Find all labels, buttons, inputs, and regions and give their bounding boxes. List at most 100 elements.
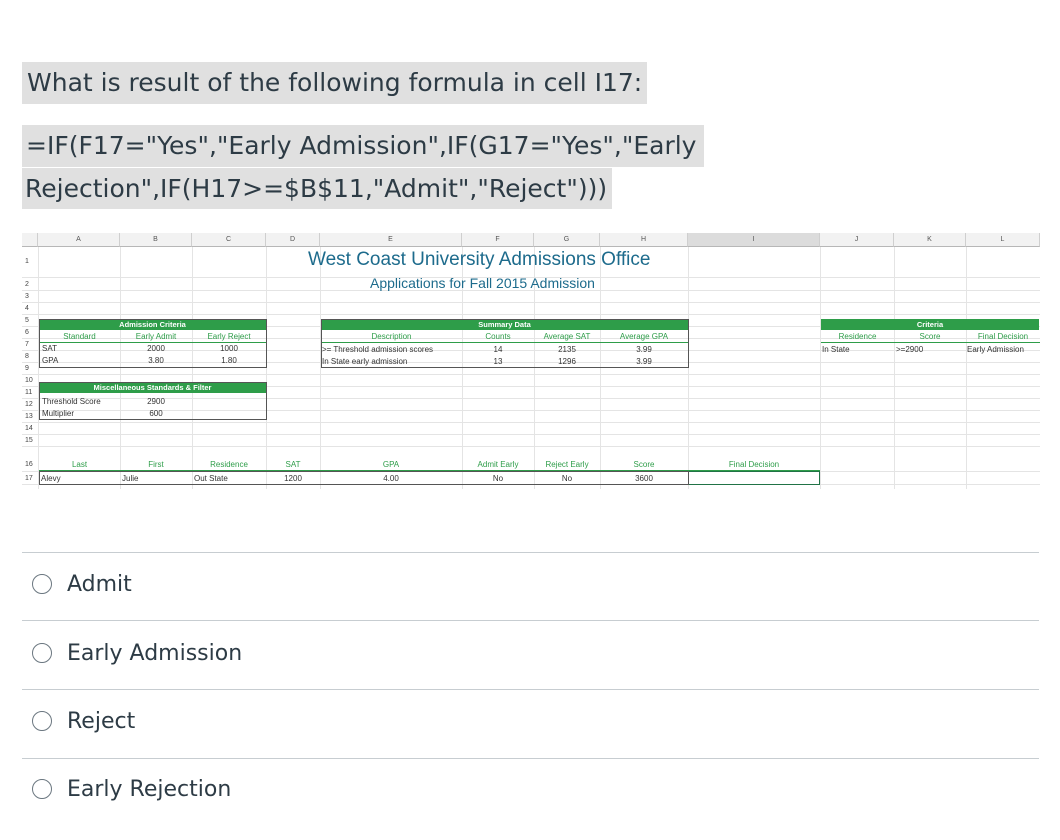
record-first: Julie (122, 474, 139, 483)
row-header: 16 (25, 461, 33, 468)
residence-criteria-header: Residence (821, 331, 894, 343)
first-header: First (120, 459, 192, 471)
row-header: 10 (25, 377, 33, 384)
row-header: 15 (25, 437, 33, 444)
column-header-i: I (688, 233, 820, 247)
criteria-value: 3.80 (148, 356, 164, 365)
criteria-label: GPA (42, 356, 59, 365)
option-label: Admit (67, 571, 132, 597)
option-label: Early Rejection (67, 776, 232, 802)
sheet-corner (22, 233, 38, 247)
criteria-value: 1000 (220, 344, 238, 353)
early-reject-header: Early Reject (192, 331, 266, 343)
formula-line-1: =IF(F17="Yes","Early Admission",IF(G17="… (22, 125, 705, 167)
row-header: 3 (25, 293, 29, 300)
misc-label: Multiplier (42, 409, 75, 418)
record-gpa: 4.00 (383, 474, 399, 483)
final-decision-criteria-header: Final Decision (966, 331, 1040, 343)
summary-average-sat: 1296 (558, 357, 576, 366)
row-header: 8 (25, 353, 29, 360)
criteria-final-value: Early Admission (967, 345, 1024, 354)
summary-description: In State early admission (322, 357, 408, 366)
row-header: 1 (25, 258, 29, 265)
score-header: Score (600, 459, 688, 471)
column-header-j: J (820, 233, 894, 247)
gpa-header: GPA (320, 459, 462, 471)
column-header-k: K (894, 233, 966, 247)
summary-average-gpa: 3.99 (636, 345, 652, 354)
column-header-l: L (966, 233, 1040, 247)
formula-line-2: Rejection",IF(H17>=$B$11,"Admit","Reject… (22, 168, 613, 209)
column-header-c: C (192, 233, 266, 247)
option-early-rejection[interactable]: Early Rejection (32, 774, 231, 804)
record-score: 3600 (635, 474, 653, 483)
option-label: Early Admission (67, 640, 243, 666)
row-header: 14 (25, 425, 33, 432)
column-header-e: E (320, 233, 462, 247)
summary-data-box (321, 319, 689, 368)
average-sat-header: Average SAT (534, 331, 600, 343)
row-header: 5 (25, 317, 29, 324)
record-sat: 1200 (284, 474, 302, 483)
misc-value: 600 (149, 409, 163, 418)
summary-average-gpa: 3.99 (636, 357, 652, 366)
row-header: 9 (25, 365, 29, 372)
option-reject[interactable]: Reject (32, 706, 135, 736)
sheet-title: West Coast University Admissions Office (308, 249, 651, 270)
column-header-a: A (38, 233, 120, 247)
column-header-f: F (462, 233, 534, 247)
column-header-g: G (534, 233, 600, 247)
reject-early-header: Reject Early (534, 459, 600, 471)
summary-description: >= Threshold admission scores (322, 345, 434, 354)
record-border (39, 471, 689, 485)
option-admit[interactable]: Admit (32, 569, 132, 599)
criteria-value: 1.80 (221, 356, 237, 365)
row-header: 13 (25, 413, 33, 420)
criteria-residence-value: In State (822, 345, 850, 354)
summary-average-sat: 2135 (558, 345, 576, 354)
column-header-b: B (120, 233, 192, 247)
row-header: 11 (25, 389, 33, 396)
score-criteria-header: Score (894, 331, 966, 343)
record-final-decision (688, 471, 820, 485)
record-reject-early: No (561, 474, 573, 483)
row-header: 17 (25, 475, 33, 482)
misc-label: Threshold Score (42, 397, 101, 406)
row-header: 7 (25, 341, 29, 348)
row-header: 4 (25, 305, 29, 312)
record-last: Alevy (41, 474, 61, 483)
column-header-d: D (266, 233, 320, 247)
admit-early-header: Admit Early (462, 459, 534, 471)
radio-button[interactable] (32, 574, 52, 594)
summary-count: 14 (493, 345, 503, 354)
misc-value: 2900 (147, 397, 165, 406)
column-header-h: H (600, 233, 688, 247)
option-label: Reject (67, 708, 136, 734)
admission-criteria-box (39, 319, 267, 368)
criteria-value: 2000 (147, 344, 165, 353)
option-early-admission[interactable]: Early Admission (32, 638, 242, 668)
sheet-subtitle: Applications for Fall 2015 Admission (370, 275, 595, 291)
row-header: 2 (25, 281, 29, 288)
residence-header: Residence (192, 459, 266, 471)
misc-standards-box (39, 382, 267, 420)
record-residence: Out State (194, 474, 228, 483)
radio-button[interactable] (32, 779, 52, 799)
standard-header: Standard (39, 331, 120, 343)
summary-data-header: Summary Data (321, 319, 688, 330)
criteria-score-value: >=2900 (896, 345, 924, 354)
last-header: Last (39, 459, 120, 471)
radio-button[interactable] (32, 711, 52, 731)
misc-standards-header: Miscellaneous Standards & Filter (39, 382, 266, 393)
summary-count: 13 (493, 357, 503, 366)
radio-button[interactable] (32, 643, 52, 663)
sat-header: SAT (266, 459, 320, 471)
counts-header: Counts (462, 331, 534, 343)
criteria-header: Criteria (821, 319, 1039, 330)
description-header: Description (321, 331, 462, 343)
row-header: 6 (25, 329, 29, 336)
question-text: What is result of the following formula … (22, 62, 648, 104)
record-admit-early: No (492, 474, 504, 483)
criteria-label: SAT (42, 344, 57, 353)
admission-criteria-header: Admission Criteria (39, 319, 266, 330)
